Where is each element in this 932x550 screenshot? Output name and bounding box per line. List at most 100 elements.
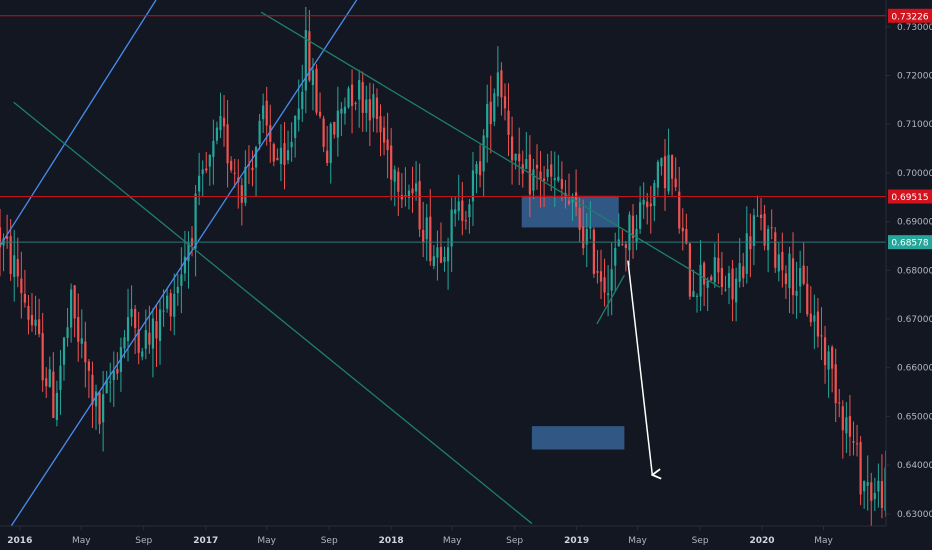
candle-body (52, 371, 55, 418)
candle-body (393, 169, 396, 182)
green-channel-top[interactable] (260, 11, 721, 288)
candle-body (735, 278, 738, 303)
candle-body (187, 242, 190, 262)
candle-body (230, 160, 233, 171)
candle-body (745, 233, 748, 274)
candle-body (475, 164, 478, 174)
candle-body (176, 286, 179, 294)
candle-body (671, 155, 674, 179)
candle-body (478, 161, 482, 176)
candle-body (781, 251, 784, 271)
candle-body (663, 156, 667, 189)
demand-zone[interactable] (531, 426, 625, 450)
candle-body (468, 204, 471, 218)
candle-body (41, 333, 44, 381)
candle-body (262, 105, 265, 120)
candle-body (212, 140, 215, 157)
candle-body (34, 319, 37, 326)
candle-body (493, 93, 496, 122)
candle-body (816, 311, 820, 337)
candle-body (55, 392, 59, 420)
price-tags: 0.73226 0.69515 0.68578 (888, 8, 932, 250)
x-tick-label: 2018 (379, 536, 404, 546)
candle-body (820, 335, 823, 337)
candle-body (585, 228, 588, 245)
candle-body (102, 394, 105, 423)
x-tick-label: 2019 (564, 536, 589, 546)
candle-body (73, 285, 76, 319)
candle-body (27, 305, 30, 320)
candle-body (180, 274, 183, 286)
candle-body (841, 406, 844, 431)
candle-body (62, 337, 66, 365)
candle-body (130, 308, 133, 317)
candle-body (667, 154, 670, 192)
x-axis[interactable]: 2016 May Sep 2017 May Sep 2018 May Sep 2019 May Sep… (7, 526, 833, 546)
candle-body (358, 80, 361, 100)
candle-body (158, 309, 162, 341)
horizontal-lines-layer (0, 15, 886, 243)
candle-body (340, 108, 343, 114)
candle-body (784, 273, 788, 285)
candle-body (87, 361, 91, 371)
candle-body (553, 178, 556, 181)
candle-body (717, 257, 720, 273)
price-tag-label-1: 0.69515 (891, 193, 928, 203)
candle-body (77, 317, 80, 342)
candle-body (94, 391, 98, 407)
candle-body (208, 154, 211, 167)
candle-body (500, 70, 503, 98)
candle-body (422, 229, 425, 243)
candle-body (411, 188, 414, 194)
candle-body (535, 164, 539, 169)
supply-zone[interactable] (521, 195, 619, 228)
candle-body (791, 258, 795, 296)
blue-channel-upper[interactable] (0, 0, 157, 247)
candle-body (414, 183, 418, 192)
candle-body (603, 277, 606, 293)
candle-body (112, 370, 115, 381)
candle-body (653, 183, 656, 206)
candle-body (646, 201, 649, 208)
blue-channel-lower[interactable] (10, 0, 358, 526)
green-channel-bottom[interactable] (13, 101, 533, 525)
candle-body (489, 101, 492, 125)
candle-body (390, 145, 393, 180)
candle-body (315, 68, 318, 113)
candle-body (116, 368, 119, 374)
candle-body (126, 317, 130, 341)
candle-body (272, 143, 275, 162)
candle-body (226, 124, 229, 164)
candle-body (823, 337, 827, 366)
plot-area[interactable] (0, 0, 932, 526)
candle-body (802, 265, 805, 284)
candle-body (343, 106, 347, 114)
candle-body (198, 175, 201, 192)
x-tick-label: Sep (321, 536, 338, 546)
y-tick-label: 0.73000 (897, 23, 932, 33)
candle-body (649, 203, 652, 207)
candle-body (219, 116, 222, 131)
candle-body (80, 338, 83, 344)
candle-body (518, 153, 521, 162)
candle-body (311, 70, 315, 86)
candle-body (621, 244, 624, 246)
x-tick-label: May (628, 536, 647, 546)
candle-body (30, 315, 34, 326)
candle-body (635, 228, 638, 243)
candle-body (308, 31, 311, 81)
candle-body (727, 273, 731, 288)
candle-body (799, 268, 802, 287)
x-tick-label: 2016 (7, 536, 32, 546)
y-axis[interactable]: 0.73000 0.72000 0.71000 0.70000 0.69000 0.680… (886, 23, 932, 520)
candle-body (443, 257, 446, 262)
x-tick-label: May (72, 536, 91, 546)
projection-arrow[interactable] (627, 260, 652, 475)
x-tick-label: May (443, 536, 462, 546)
candle-body (166, 295, 169, 309)
candle-body (749, 236, 752, 250)
price-tag-2 (888, 235, 932, 250)
green-wedge[interactable] (596, 274, 625, 325)
candle-body (244, 166, 247, 203)
